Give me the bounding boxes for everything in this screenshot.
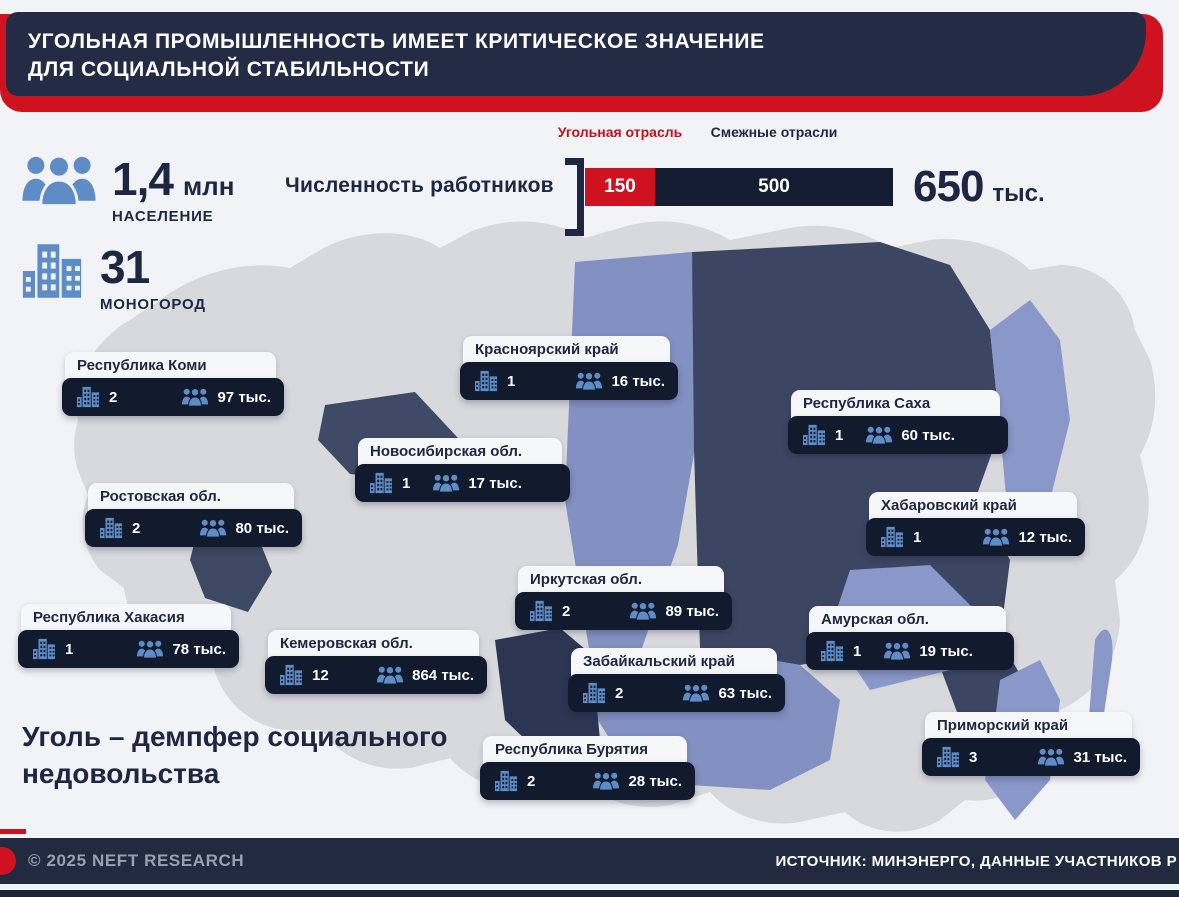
page-title: УГОЛЬНАЯ ПРОМЫШЛЕННОСТЬ ИМЕЕТ КРИТИЧЕСКО…: [28, 28, 765, 84]
population-label: НАСЕЛЕНИЕ: [112, 208, 214, 225]
bottom-strip: [0, 890, 1179, 897]
region-population: 89 тыс.: [665, 602, 719, 620]
source-text: ИСТОЧНИК: МИНЭНЕРГО, ДАННЫЕ УЧАСТНИКОВ Р: [775, 853, 1177, 870]
region-monotowns: 1: [507, 372, 516, 390]
region-population: 12 тыс.: [1018, 528, 1072, 546]
footer-red-sliver: [0, 829, 26, 834]
buildings-icon: [473, 370, 499, 392]
region-population: 80 тыс.: [235, 519, 289, 537]
region-population: 864 тыс.: [412, 666, 474, 684]
region-monotowns: 2: [615, 684, 624, 702]
region-monotowns: 1: [402, 474, 411, 492]
workers-total-value: 650: [913, 162, 984, 211]
region-card-khabarovsk: Хабаровский край 1 12 тыс.: [866, 492, 1085, 560]
people-icon: [575, 371, 603, 391]
buildings-icon: [75, 386, 101, 408]
people-icon: [181, 387, 209, 407]
region-population: 31 тыс.: [1073, 748, 1127, 766]
map-island: [694, 234, 710, 250]
map-island: [755, 249, 773, 263]
region-card-zabaykalsky: Забайкальский край 2 63 тыс.: [568, 648, 785, 716]
region-card-buryatia: Республика Бурятия 2 28 тыс.: [480, 736, 695, 804]
tagline: Уголь – демпфер социального недовольства: [22, 721, 448, 789]
people-icon: [136, 639, 164, 659]
people-icon: [592, 771, 620, 791]
segment-label-adjacent: Смежные отрасли: [710, 124, 838, 140]
people-icon: [199, 518, 227, 538]
region-card-krasnoyarsk: Красноярский край 1 16 тыс.: [460, 336, 678, 404]
segment-adjacent-value: 500: [655, 168, 893, 206]
people-icon: [682, 683, 710, 703]
header-bar: [6, 12, 1146, 96]
monotowns-label: МОНОГОРОД: [100, 296, 206, 313]
region-monotowns: 2: [109, 388, 118, 406]
people-icon: [629, 601, 657, 621]
segment-label-coal: Угольная отрасль: [557, 124, 683, 140]
region-population: 60 тыс.: [901, 426, 955, 444]
bracket-shape: [565, 158, 584, 236]
people-icon: [865, 425, 893, 445]
buildings-icon: [879, 526, 905, 548]
population-value: 1,4: [112, 153, 174, 205]
region-card-kemerovo: Кемеровская обл. 12 864 тыс.: [265, 630, 487, 698]
buildings-icon: [18, 240, 86, 302]
people-icon: [982, 527, 1010, 547]
buildings-icon: [581, 682, 607, 704]
region-card-khakassia: Республика Хакасия 1 78 тыс.: [18, 604, 239, 672]
monotowns-value: 31: [100, 241, 150, 293]
buildings-icon: [368, 472, 394, 494]
buildings-icon: [278, 664, 304, 686]
map-island: [632, 250, 652, 282]
region-monotowns: 12: [312, 666, 329, 684]
buildings-icon: [819, 640, 845, 662]
region-population: 78 тыс.: [172, 640, 226, 658]
workers-bar-chart: Численность работников Угольная отрасль …: [285, 122, 1105, 236]
region-population: 28 тыс.: [628, 772, 682, 790]
workers-bar-label: Численность работников: [285, 174, 554, 197]
stat-monotowns: 31 МОНОГОРОД: [18, 240, 206, 313]
region-population: 63 тыс.: [718, 684, 772, 702]
buildings-icon: [935, 746, 961, 768]
region-monotowns: 1: [65, 640, 74, 658]
buildings-icon: [528, 600, 554, 622]
region-monotowns: 1: [853, 642, 862, 660]
region-monotowns: 3: [969, 748, 978, 766]
copyright-text: © 2025 NEFT RESEARCH: [28, 851, 245, 870]
people-icon: [376, 665, 404, 685]
segment-coal-value: 150: [585, 168, 655, 206]
region-card-rostov: Ростовская обл. 2 80 тыс.: [85, 483, 302, 551]
region-monotowns: 2: [527, 772, 536, 790]
region-card-amur: Амурская обл. 1 19 тыс.: [806, 606, 1014, 674]
people-icon: [432, 473, 460, 493]
region-monotowns: 1: [913, 528, 922, 546]
buildings-icon: [31, 638, 57, 660]
buildings-icon: [493, 770, 519, 792]
region-monotowns: 1: [835, 426, 844, 444]
workers-total-unit: тыс.: [992, 180, 1045, 207]
buildings-icon: [98, 517, 124, 539]
region-card-komi: Республика Коми 2 97 тыс.: [62, 352, 284, 420]
region-monotowns: 2: [562, 602, 571, 620]
region-card-sakha: Республика Саха 1 60 тыс.: [788, 390, 1008, 458]
population-unit: млн: [182, 171, 235, 201]
people-icon: [1037, 747, 1065, 767]
region-population: 16 тыс.: [611, 372, 665, 390]
stat-population: 1,4 млн НАСЕЛЕНИЕ: [20, 152, 234, 225]
region-card-novosibirsk: Новосибирская обл. 1 17 тыс.: [355, 438, 570, 506]
footer-logo-dot: [0, 847, 16, 875]
region-population: 17 тыс.: [468, 474, 522, 492]
page-title-line1: УГОЛЬНАЯ ПРОМЫШЛЕННОСТЬ ИМЕЕТ КРИТИЧЕСКО…: [28, 30, 765, 53]
region-monotowns: 2: [132, 519, 141, 537]
people-icon: [883, 641, 911, 661]
workers-total: 650 тыс.: [913, 162, 1045, 212]
region-card-irkutsk: Иркутская обл. 2 89 тыс.: [515, 566, 732, 634]
region-card-primorsky: Приморский край 3 31 тыс.: [922, 712, 1140, 780]
page-title-line2: ДЛЯ СОЦИАЛЬНОЙ СТАБИЛЬНОСТИ: [28, 58, 430, 81]
footer-bar: © 2025 NEFT RESEARCH ИСТОЧНИК: МИНЭНЕРГО…: [0, 838, 1179, 884]
buildings-icon: [801, 424, 827, 446]
region-population: 97 тыс.: [217, 388, 271, 406]
people-icon: [20, 152, 98, 208]
region-population: 19 тыс.: [919, 642, 973, 660]
